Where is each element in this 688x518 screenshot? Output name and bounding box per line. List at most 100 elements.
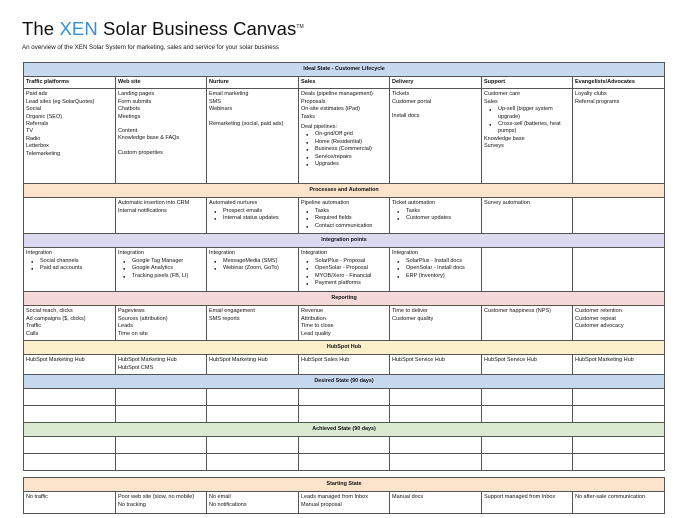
bullet-item: Tasks [392,208,479,216]
bullet-item: Required fields [301,215,387,223]
table-gap [23,470,665,479]
empty-cell [298,453,390,472]
list-item: Letterbox [26,143,49,150]
empty-cell [389,405,482,424]
achieved-row-1 [23,436,666,455]
integration-row: Integration Social channels Paid ad acco… [23,247,666,293]
processes-website-cell: Automatic insertion into CRM Internal no… [115,197,207,235]
list-item: Poor web site (slow, no mobile) [118,494,195,501]
section-row-ideal: Ideal State - Customer Lifecycle [22,62,666,77]
section-header-ideal: Ideal State - Customer Lifecycle [22,62,666,77]
bullet-item: Google Analytics [118,265,204,273]
list-item: Support managed from Inbox [484,494,556,501]
list-item: Email engagement [209,308,255,315]
list-item: No traffic [26,494,48,501]
ideal-nurture-cell: Email marketing SMS Webinars Remarketing… [206,88,299,185]
list-item: Time to close [301,323,334,330]
section-header-hubspot: HubSpot Hub [22,340,666,356]
bullet-item: Paid ad accounts [26,265,113,273]
list-label: Integration [26,250,52,257]
list-item: No after-sale communication [575,494,646,501]
starting-evangelists-cell: No after-sale communication [571,491,666,515]
ideal-sales-cell: Deals (pipeline management) Proposals On… [298,88,390,185]
reporting-row: Social reach, clicks Ad campaigns ($, cl… [23,305,666,342]
empty-cell [571,436,666,455]
list-item: Lead sites (eg SolarQuotes) [26,98,95,105]
hubspot-sales-cell: HubSpot Sales Hub [298,354,390,376]
section-header-starting: Starting State [22,477,666,493]
section-row-desired: Desired State (90 days) [22,374,666,390]
starting-website-cell: Poor web site (slow, no mobile) No track… [115,491,207,515]
empty-cell [206,388,299,407]
list-item: Webinars [209,106,233,113]
empty-cell [298,388,390,407]
empty-cell [571,453,666,472]
list-item: Manual docs [392,494,424,501]
ideal-evangelists-cell: Loyalty clubs Referral programs [571,88,666,185]
empty-cell [23,405,116,424]
list-item: Custom properties [118,149,163,156]
list-item: Revenue [301,308,324,315]
section-header-desired: Desired State (90 days) [22,374,666,390]
empty-cell [23,388,116,407]
bullet-item: ERP (inventory) [392,273,479,281]
list-item: Social reach, clicks [26,308,73,315]
section-row-starting: Starting State [22,477,666,493]
list-item: Remarketing (social, paid ads) [209,120,284,127]
empty-cell [389,388,482,407]
list-item: HubSpot Marketing Hub [118,357,177,364]
bullet-item: Cross-sell (batteries, heat pumps) [484,121,570,136]
processes-support-cell: Survey automation [481,197,573,235]
bullet-item: Business (Commercial) [301,146,387,154]
integration-website-cell: Integration Google Tag Manager Google An… [115,247,207,293]
bullet-item: SolarPlus - Proposal [301,258,387,266]
list-item: Tickets [392,91,410,98]
processes-traffic-cell [23,197,116,235]
empty-cell [571,405,666,424]
starting-sales-cell: Leads managed from Inbox Manual proposal [298,491,390,515]
empty-cell [481,453,573,472]
list-item: No tracking [118,501,146,508]
integration-delivery-cell: Integration SolarPlus - Install docs Ope… [389,247,482,293]
empty-cell [115,405,207,424]
section-header-processes: Processes and Automation [22,183,666,199]
title-brand: XEN [59,18,98,39]
hubspot-support-cell: HubSpot Service Hub [481,354,573,376]
list-item: Telemarketing [26,150,61,157]
column-header-delivery: Delivery [389,75,482,90]
bullet-item: On-grid/Off grid [301,131,387,139]
list-item: Ad campaigns ($, clicks) [26,315,86,322]
empty-cell [389,453,482,472]
page-title: The XEN Solar Business CanvasTM [22,18,304,40]
list-label: Automated nurtures [209,200,258,207]
bullet-item: Payment platforms [301,280,387,288]
bullet-item: Prospect emails [209,208,296,216]
list-item: Customer happiness (NPS) [484,308,551,315]
empty-cell [23,453,116,472]
reporting-support-cell: Customer happiness (NPS) [481,305,573,342]
reporting-sales-cell: Revenue Attribution Time to close Lead q… [298,305,390,342]
bullet-item: Service/repairs [301,154,387,162]
list-label: Integration [209,250,235,257]
bullet-item: OpenSolar - Proposal [301,265,387,273]
reporting-traffic-cell: Social reach, clicks Ad campaigns ($, cl… [23,305,116,342]
title-prefix: The [22,18,55,39]
section-row-achieved: Achieved State (90 days) [22,422,666,438]
list-item: Email marketing [209,91,249,98]
list-item: HubSpot Service Hub [484,357,537,364]
bullet-item: Home (Residential) [301,139,387,147]
list-item: Leads managed from Inbox [301,494,368,501]
list-item: Install docs [392,113,420,120]
list-item: Calls [26,330,39,337]
list-item: Social [26,106,41,113]
column-header-sales: Sales [298,75,390,90]
list-label: Pipeline automation [301,200,350,207]
list-item: Traffic [26,323,41,330]
starting-delivery-cell: Manual docs [389,491,482,515]
section-row-hubspot: HubSpot Hub [22,340,666,356]
bullet-item: Internal status updates [209,215,296,223]
list-item: SMS [209,98,221,105]
empty-cell [298,405,390,424]
list-label: Integration [392,250,418,257]
